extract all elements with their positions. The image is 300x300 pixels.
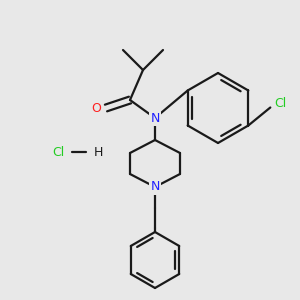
Text: H: H [93,146,103,158]
Text: O: O [91,101,101,115]
Text: N: N [150,112,160,124]
Text: Cl: Cl [274,97,286,110]
Text: Cl: Cl [52,146,64,158]
Text: N: N [150,181,160,194]
